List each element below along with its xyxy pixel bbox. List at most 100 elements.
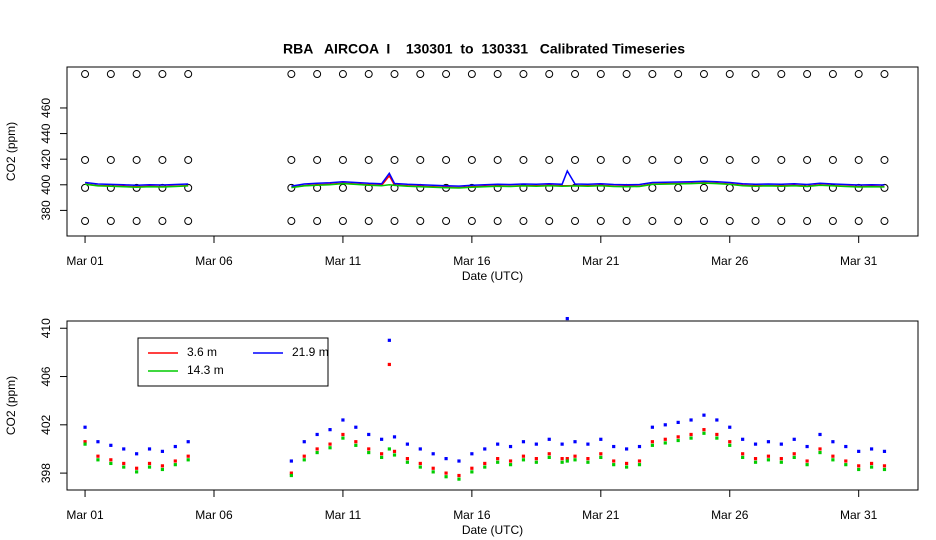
reference-point — [106, 70, 115, 79]
x-tick-label: Mar 21 — [582, 508, 620, 522]
data-point — [599, 437, 603, 441]
data-point — [689, 432, 693, 437]
data-point — [741, 452, 745, 456]
data-point — [508, 459, 513, 463]
data-point — [663, 423, 667, 427]
reference-point — [158, 217, 167, 226]
data-point — [831, 454, 835, 458]
data-point — [831, 440, 835, 444]
data-point — [689, 418, 693, 422]
reference-point — [467, 70, 476, 79]
data-point — [586, 442, 590, 446]
x-tick-label: Mar 06 — [195, 254, 233, 268]
data-point — [392, 449, 397, 453]
data-point — [599, 452, 603, 456]
data-point — [354, 425, 358, 429]
data-point — [650, 425, 654, 429]
reference-point — [725, 155, 734, 164]
data-point — [689, 436, 693, 440]
data-point — [109, 443, 113, 447]
data-point — [741, 437, 745, 441]
reference-point — [803, 155, 812, 164]
data-point — [715, 418, 719, 422]
reference-point — [571, 155, 580, 164]
data-point — [676, 420, 680, 424]
data-point — [431, 452, 435, 456]
reference-point — [364, 70, 373, 79]
data-point — [405, 460, 409, 464]
data-point — [599, 455, 603, 460]
series-line — [85, 181, 189, 187]
data-point — [844, 444, 848, 449]
data-point — [663, 441, 667, 445]
data-point — [444, 475, 448, 479]
x-tick-label: Mar 31 — [840, 254, 878, 268]
data-point — [380, 452, 384, 456]
data-point — [147, 447, 152, 451]
data-point — [470, 452, 474, 456]
data-point — [186, 458, 190, 462]
data-point — [96, 458, 100, 462]
reference-point — [545, 155, 554, 164]
data-point — [289, 459, 293, 463]
reference-point — [364, 217, 373, 226]
reference-point — [545, 217, 554, 226]
data-point — [650, 443, 654, 447]
reference-point — [596, 70, 605, 79]
data-point — [96, 440, 100, 444]
reference-point — [519, 70, 528, 79]
reference-point — [596, 217, 605, 226]
data-point — [547, 455, 551, 460]
reference-point — [338, 183, 347, 192]
y-tick-label: 400 — [39, 174, 53, 194]
data-point — [457, 477, 461, 481]
data-point — [818, 432, 822, 437]
reference-point — [184, 217, 193, 226]
data-point — [83, 440, 87, 444]
data-point — [444, 471, 448, 475]
data-point — [715, 432, 719, 437]
reference-point — [493, 217, 502, 226]
data-point — [702, 431, 706, 435]
data-point — [547, 437, 551, 441]
data-point — [560, 442, 564, 446]
data-point — [728, 443, 732, 447]
legend-label: 14.3 m — [187, 363, 224, 377]
data-point — [387, 447, 391, 451]
data-point — [341, 418, 345, 422]
reference-point — [777, 155, 786, 164]
data-point — [160, 464, 165, 468]
reference-point — [777, 217, 786, 226]
reference-point — [313, 155, 322, 164]
data-point — [483, 461, 487, 466]
data-point — [741, 455, 745, 460]
y-tick-label: 380 — [39, 200, 53, 220]
reference-point — [699, 217, 708, 226]
x-axis-title: Date (UTC) — [462, 269, 523, 283]
data-point — [392, 435, 397, 439]
data-point — [96, 454, 100, 458]
data-point — [405, 457, 409, 461]
reference-point — [132, 183, 141, 192]
data-point — [869, 461, 874, 466]
data-point — [508, 444, 513, 449]
data-point — [160, 449, 165, 453]
data-point — [521, 454, 526, 458]
reference-point — [648, 155, 657, 164]
reference-point — [725, 217, 734, 226]
data-point — [328, 442, 332, 446]
data-point — [565, 457, 569, 461]
data-point — [792, 452, 796, 456]
data-point — [818, 450, 822, 455]
data-point — [147, 465, 152, 469]
data-point — [624, 447, 629, 451]
data-point — [766, 454, 771, 458]
data-point — [122, 447, 126, 451]
data-point — [650, 440, 654, 444]
data-point — [289, 473, 293, 478]
reference-point — [674, 217, 683, 226]
data-point — [444, 457, 448, 461]
reference-point — [467, 217, 476, 226]
data-point — [857, 449, 861, 453]
